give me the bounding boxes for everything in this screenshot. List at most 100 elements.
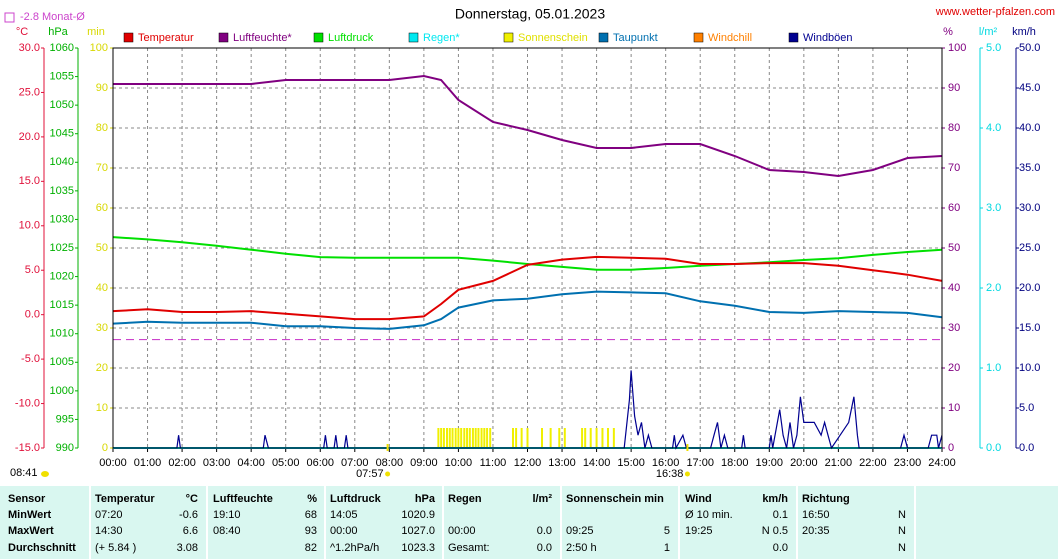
y-tick-label: 40 — [96, 282, 108, 294]
sunshine-bar — [612, 428, 615, 448]
y-tick-label: 5.0 — [1019, 402, 1034, 414]
y-tick-label: 100 — [90, 42, 108, 54]
x-tick-label: 08:00 — [376, 457, 404, 469]
y-tick-label: -5.0 — [21, 353, 40, 365]
sunshine-bar — [581, 428, 584, 448]
sunshine-bar — [437, 428, 440, 448]
y-tick-label: 35.0 — [1019, 162, 1040, 174]
y-tick-label: 1000 — [50, 385, 74, 397]
table-cell: 19:25 — [685, 525, 713, 537]
y-tick-label: 50 — [96, 242, 108, 254]
table: Sensor Temperatur °C Luftfeuchte% Luftdruck h… — [8, 486, 916, 559]
table-cell: 14:30 — [95, 525, 123, 537]
y-tick-label: 1005 — [50, 356, 74, 368]
y-tick-label: 995 — [56, 413, 74, 425]
y-tick-label: 80 — [96, 122, 108, 134]
y-tick-label: 30 — [96, 322, 108, 334]
y-tick-label: 1060 — [50, 42, 74, 54]
y-tick-label: 90 — [948, 82, 960, 94]
table-cell: Ø 10 min. — [685, 509, 733, 521]
table-cell: 1023.3 — [401, 542, 435, 554]
sun-label: 07:57 — [356, 468, 384, 480]
sunshine-bar — [563, 428, 566, 448]
y-tick-label: 5.0 — [986, 42, 1001, 54]
sunshine-bar — [526, 428, 529, 448]
table-cell: 68 — [305, 509, 317, 521]
y-tick-label: 60 — [948, 202, 960, 214]
legend-label: Temperatur — [138, 32, 194, 44]
table-cell: 19:10 — [213, 509, 241, 521]
table-cell: 0.1 — [773, 509, 788, 521]
sunshine-bar — [595, 428, 598, 448]
x-tick-label: 23:00 — [894, 457, 922, 469]
table-header: Regen — [448, 493, 482, 505]
x-tick-label: 10:00 — [445, 457, 473, 469]
sunshine-bar — [606, 428, 609, 448]
y-tick-label: 1025 — [50, 242, 74, 254]
table-cell: 1020.9 — [401, 509, 435, 521]
sunshine-bar — [511, 428, 514, 448]
table-cell: 08:40 — [213, 525, 241, 537]
table-cell: Durchschnitt — [8, 542, 76, 554]
legend-swatch — [503, 32, 514, 43]
axis-unit: km/h — [1012, 26, 1036, 38]
x-tick-label: 01:00 — [134, 457, 162, 469]
x-tick-label: 24:00 — [928, 457, 956, 469]
y-tick-label: 30.0 — [1019, 202, 1040, 214]
sunshine-bar — [520, 428, 523, 448]
table-cell: MaxWert — [8, 525, 54, 537]
table-cell: 82 — [305, 542, 317, 554]
y-tick-label: 1030 — [50, 213, 74, 225]
table-header: Luftfeuchte — [213, 493, 273, 505]
table-header: °C — [186, 493, 198, 505]
table-header: % — [307, 493, 317, 505]
table-cell: 1027.0 — [401, 525, 435, 537]
y-tick-label: 3.0 — [986, 202, 1001, 214]
axis-unit: % — [943, 26, 953, 38]
y-tick-label: 50 — [948, 242, 960, 254]
y-tick-label: 10.0 — [1019, 362, 1040, 374]
y-tick-label: -15.0 — [15, 442, 40, 454]
axis-unit: l/m² — [979, 26, 998, 38]
x-tick-label: 14:00 — [583, 457, 611, 469]
table-cell: 00:00 — [330, 525, 358, 537]
y-tick-label: 60 — [96, 202, 108, 214]
table-cell: 0.0 — [537, 525, 552, 537]
y-tick-label: 40 — [948, 282, 960, 294]
sunshine-bar — [460, 428, 463, 448]
sunshine-bar — [477, 428, 480, 448]
table-cell: 16:50 — [802, 509, 830, 521]
table-cell: 6.6 — [183, 525, 198, 537]
table-header: Richtung — [802, 493, 850, 505]
y-tick-label: 1035 — [50, 185, 74, 197]
y-tick-label: 70 — [948, 162, 960, 174]
y-tick-label: 1010 — [50, 328, 74, 340]
y-tick-label: 0.0 — [1019, 442, 1034, 454]
x-tick-label: 12:00 — [514, 457, 542, 469]
table-cell: 0.0 — [773, 542, 788, 554]
moon-icon — [41, 471, 49, 477]
x-tick-label: 02:00 — [168, 457, 196, 469]
table-cell: N — [898, 509, 906, 521]
table-background — [0, 486, 1058, 559]
x-tick-label: 09:00 — [410, 457, 438, 469]
y-tick-label: 70 — [96, 162, 108, 174]
y-tick-label: 25.0 — [19, 86, 40, 98]
sunshine-bar — [451, 428, 454, 448]
legend-label: Luftdruck — [328, 32, 374, 44]
sunshine-bar — [584, 428, 587, 448]
legend-label: Sonnenschein — [518, 32, 588, 44]
y-tick-label: 1020 — [50, 270, 74, 282]
table-cell: N — [898, 542, 906, 554]
y-tick-label: -10.0 — [15, 397, 40, 409]
sun-label: 16:38 — [656, 468, 684, 480]
y-tick-label: 20 — [948, 362, 960, 374]
y-tick-label: 25.0 — [1019, 242, 1040, 254]
legend-swatch — [598, 32, 609, 43]
table-cell: 07:20 — [95, 509, 123, 521]
reference-icon — [4, 12, 15, 23]
sunshine-bar — [486, 428, 489, 448]
legend-label: Luftfeuchte* — [233, 32, 292, 44]
